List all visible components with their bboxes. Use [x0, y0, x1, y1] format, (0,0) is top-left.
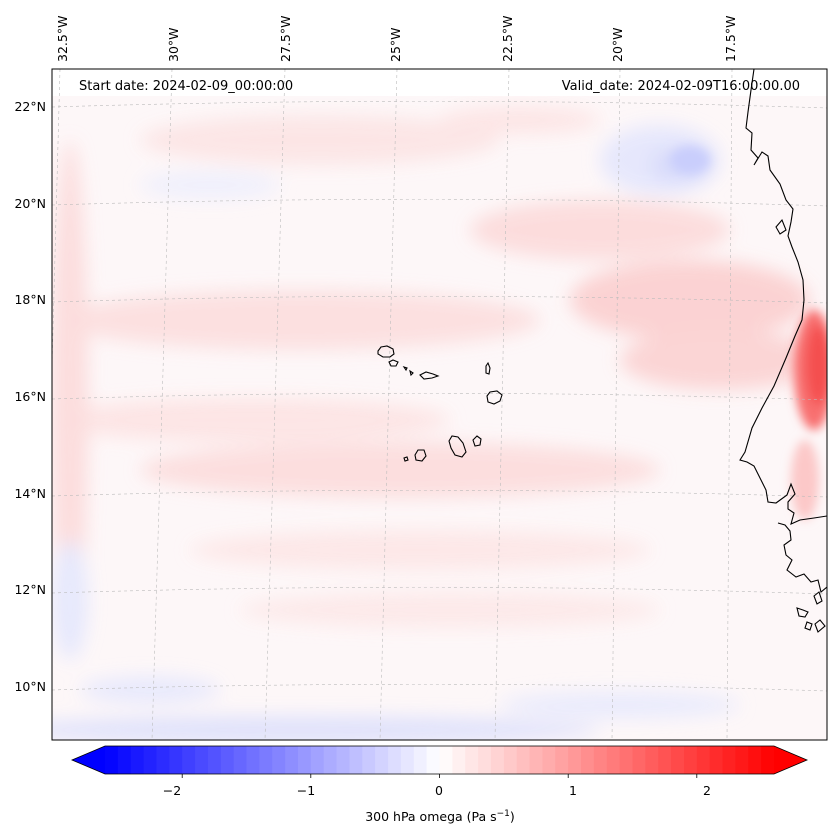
colorbar-cell: [272, 746, 286, 774]
lon-label-20w: 20°W: [610, 27, 625, 62]
colorbar-cell: [388, 746, 402, 774]
colorbar-cell: [246, 746, 260, 774]
colorbar-cell: [105, 746, 119, 774]
colorbar-cell: [323, 746, 338, 774]
colorbar-extend-min: [72, 746, 105, 774]
colorbar-cell: [156, 746, 170, 774]
colorbar-tick-label-1: 1: [569, 783, 577, 798]
omega-field: [52, 69, 827, 740]
lon-label-27-5w: 27.5°W: [278, 16, 293, 62]
cape-verde-islands: [377, 345, 503, 462]
colorbar-cell: [297, 746, 312, 774]
start-date-label: Start date: 2024-02-09_00:00:00: [79, 79, 293, 94]
colorbar-cell: [542, 746, 556, 774]
latitude-labels: 22°N 20°N 18°N 16°N 14°N 12°N 10°N: [14, 99, 46, 694]
colorbar-cell: [220, 746, 235, 774]
colorbar-cell: [722, 746, 737, 774]
longitude-labels: 32.5°W 30°W 27.5°W 25°W 22.5°W 20°W 17.5…: [55, 16, 738, 62]
lon-label-30w: 30°W: [166, 27, 181, 62]
colorbar-extend-max: [774, 746, 807, 774]
map-frame: [51, 68, 828, 741]
colorbar-cell: [182, 746, 196, 774]
colorbar-cell: [169, 746, 183, 774]
colorbar-cell: [568, 746, 582, 774]
colorbar-cell: [413, 746, 428, 774]
colorbar-tick-label-0: 0: [435, 783, 443, 798]
colorbar-cell: [581, 746, 595, 774]
africa-coastline: [739, 69, 827, 633]
colorbar-cell: [465, 746, 479, 774]
colorbar-cell: [658, 746, 672, 774]
colorbar-cell: [362, 746, 376, 774]
colorbar-cell: [490, 746, 505, 774]
lat-label-12n: 12°N: [14, 582, 46, 597]
colorbar-cell: [400, 746, 415, 774]
colorbar-cell: [671, 746, 685, 774]
colorbar-cell: [310, 746, 325, 774]
colorbar-cell: [426, 746, 441, 774]
colorbar-cell: [117, 746, 132, 774]
colorbar-cell: [696, 746, 711, 774]
colorbar-cell: [683, 746, 698, 774]
colorbar-cell: [130, 746, 145, 774]
colorbar-cell: [619, 746, 634, 774]
colorbar-cell: [478, 746, 492, 774]
colorbar-cell: [259, 746, 273, 774]
lat-label-16n: 16°N: [14, 389, 46, 404]
colorbar-outline: [70, 745, 809, 775]
valid-date-label: Valid_date: 2024-02-09T16:00:00.00: [562, 79, 800, 94]
colorbar-cell: [452, 746, 466, 774]
lat-label-22n: 22°N: [14, 99, 46, 114]
colorbar-ticks: [181, 774, 698, 778]
colorbar-cell: [606, 746, 621, 774]
colorbar-tick-label-2: 2: [703, 783, 711, 798]
colorbar-cell: [645, 746, 659, 774]
colorbar-tick-label-neg2: −2: [163, 783, 181, 798]
colorbar-cell: [593, 746, 608, 774]
colorbar-cell: [349, 746, 363, 774]
colorbar-cell: [336, 746, 351, 774]
colorbar-cell: [529, 746, 544, 774]
colorbar-cell: [748, 746, 762, 774]
colorbar-cell: [195, 746, 209, 774]
lat-label-20n: 20°N: [14, 196, 46, 211]
colorbar: −2 −1 0 1 2 300 hPa omega (Pa s−1): [70, 745, 809, 824]
colorbar-cell: [632, 746, 646, 774]
colorbar-cell: [735, 746, 749, 774]
lon-label-32-5w: 32.5°W: [55, 16, 70, 62]
colorbar-label: 300 hPa omega (Pa s−1): [365, 809, 515, 824]
colorbar-cell: [503, 746, 518, 774]
colorbar-cell: [709, 746, 724, 774]
colorbar-cell: [285, 746, 299, 774]
lon-label-17-5w: 17.5°W: [723, 16, 738, 62]
graticule: [52, 69, 827, 740]
lat-label-14n: 14°N: [14, 486, 46, 501]
colorbar-cell: [207, 746, 222, 774]
colorbar-cell: [143, 746, 158, 774]
colorbar-cell: [375, 746, 389, 774]
lon-label-25w: 25°W: [388, 27, 403, 62]
colorbar-cells: [72, 746, 807, 774]
colorbar-cell: [761, 746, 775, 774]
colorbar-cell: [516, 746, 531, 774]
colorbar-cell: [233, 746, 248, 774]
colorbar-cell: [439, 746, 453, 774]
lat-label-18n: 18°N: [14, 292, 46, 307]
colorbar-cell: [555, 746, 569, 774]
colorbar-tick-label-neg1: −1: [297, 783, 315, 798]
lat-label-10n: 10°N: [14, 679, 46, 694]
lon-label-22-5w: 22.5°W: [500, 16, 515, 62]
